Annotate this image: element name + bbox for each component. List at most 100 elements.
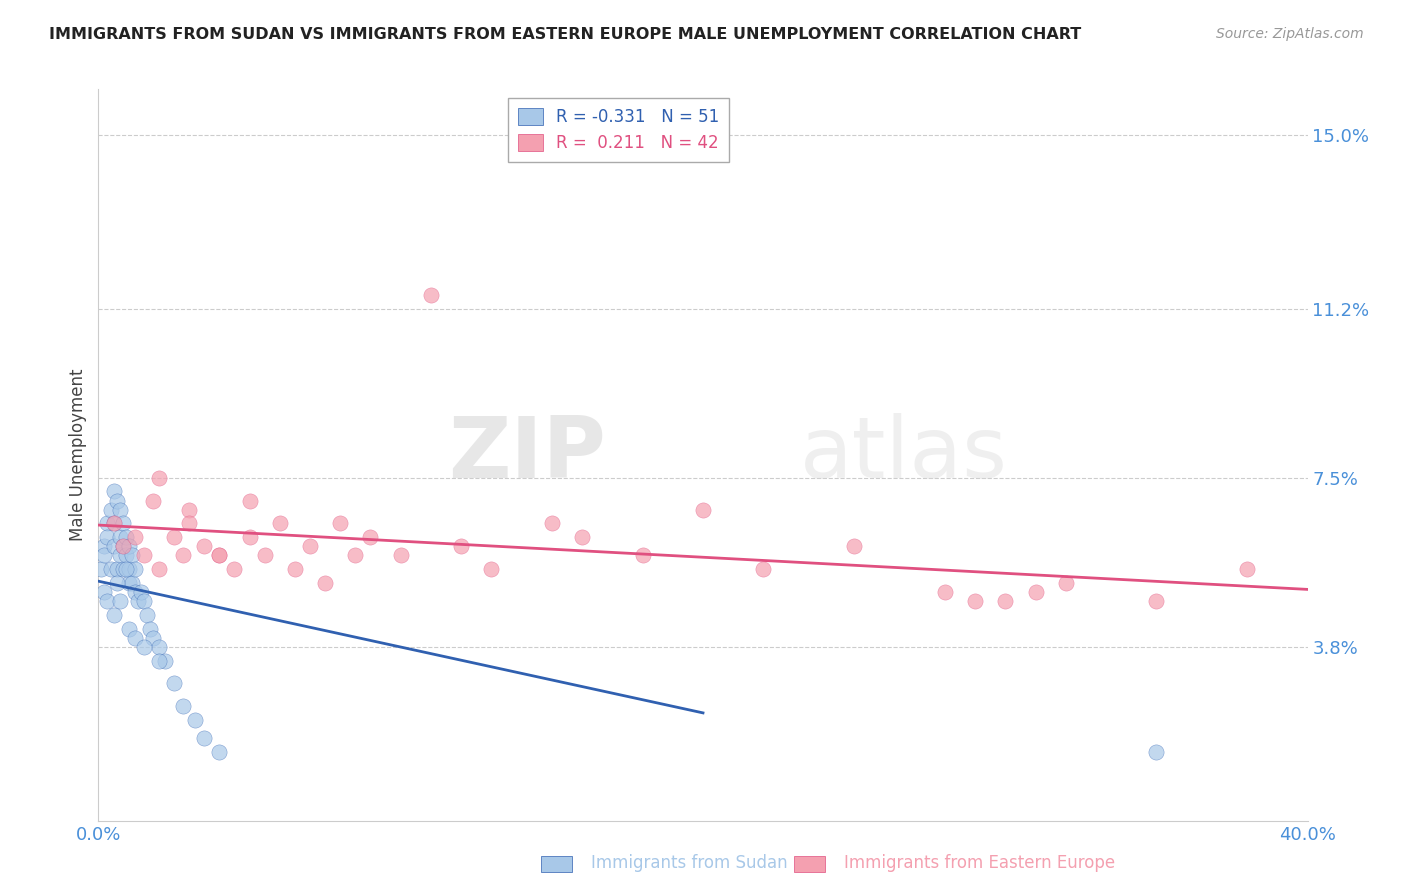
Point xyxy=(208,549,231,563)
Point xyxy=(284,562,307,576)
Point xyxy=(132,549,155,563)
Point xyxy=(994,594,1017,608)
Point xyxy=(111,539,134,553)
Point xyxy=(124,585,146,599)
Point xyxy=(1144,745,1167,759)
Point xyxy=(127,594,149,608)
Point xyxy=(224,562,246,576)
Point xyxy=(103,516,125,531)
Point xyxy=(148,471,170,485)
Point xyxy=(105,576,128,591)
Point xyxy=(118,622,141,636)
Point xyxy=(239,530,262,544)
Point xyxy=(111,516,134,531)
Point xyxy=(108,503,131,517)
Point xyxy=(1054,576,1077,591)
Point xyxy=(142,493,165,508)
Point xyxy=(103,516,125,531)
Point xyxy=(299,539,322,553)
Point xyxy=(179,516,201,531)
Point xyxy=(105,493,128,508)
Point xyxy=(139,622,162,636)
Point xyxy=(135,607,157,622)
Point xyxy=(103,607,125,622)
Point xyxy=(114,530,136,544)
Text: Immigrants from Sudan: Immigrants from Sudan xyxy=(591,855,787,872)
Point xyxy=(571,530,593,544)
Point xyxy=(360,530,382,544)
Point xyxy=(193,731,215,746)
Text: Immigrants from Eastern Europe: Immigrants from Eastern Europe xyxy=(844,855,1115,872)
Point xyxy=(208,549,231,563)
Point xyxy=(118,576,141,591)
Point xyxy=(132,640,155,654)
Point xyxy=(124,631,146,645)
Point xyxy=(179,503,201,517)
Point xyxy=(111,539,134,553)
Point xyxy=(329,516,352,531)
Point xyxy=(90,562,112,576)
Point xyxy=(96,516,118,531)
Point xyxy=(124,530,146,544)
Point xyxy=(420,288,443,302)
Point xyxy=(96,530,118,544)
Point xyxy=(450,539,472,553)
Point xyxy=(118,539,141,553)
Point xyxy=(111,562,134,576)
Text: IMMIGRANTS FROM SUDAN VS IMMIGRANTS FROM EASTERN EUROPE MALE UNEMPLOYMENT CORREL: IMMIGRANTS FROM SUDAN VS IMMIGRANTS FROM… xyxy=(49,27,1081,42)
Point xyxy=(1236,562,1258,576)
Point xyxy=(172,699,194,714)
Point xyxy=(184,713,207,727)
Point xyxy=(481,562,503,576)
Point xyxy=(1144,594,1167,608)
Point xyxy=(540,516,562,531)
Point xyxy=(121,549,143,563)
Point xyxy=(108,549,131,563)
Point xyxy=(631,549,654,563)
Point xyxy=(844,539,866,553)
Point xyxy=(692,503,714,517)
Point xyxy=(100,503,122,517)
Point xyxy=(153,654,176,668)
Point xyxy=(239,493,262,508)
Point xyxy=(314,576,336,591)
Text: ZIP: ZIP xyxy=(449,413,606,497)
Point xyxy=(118,562,141,576)
Point xyxy=(105,562,128,576)
Point xyxy=(108,530,131,544)
Point xyxy=(172,549,194,563)
Legend: R = -0.331   N = 51, R =  0.211   N = 42: R = -0.331 N = 51, R = 0.211 N = 42 xyxy=(508,97,730,162)
Point xyxy=(269,516,291,531)
Point xyxy=(148,654,170,668)
Point xyxy=(129,585,152,599)
Point xyxy=(163,676,186,690)
Text: atlas: atlas xyxy=(800,413,1008,497)
Point xyxy=(253,549,276,563)
Point xyxy=(114,549,136,563)
Point xyxy=(114,562,136,576)
Point xyxy=(148,640,170,654)
Point xyxy=(142,631,165,645)
Point xyxy=(1024,585,1046,599)
Point xyxy=(108,594,131,608)
Point xyxy=(103,484,125,499)
Point xyxy=(93,549,115,563)
Point xyxy=(93,539,115,553)
Point xyxy=(208,745,231,759)
Point xyxy=(121,576,143,591)
Point xyxy=(965,594,987,608)
Point xyxy=(100,562,122,576)
Point xyxy=(93,585,115,599)
Point xyxy=(389,549,412,563)
Y-axis label: Male Unemployment: Male Unemployment xyxy=(69,368,87,541)
Point xyxy=(193,539,215,553)
Point xyxy=(103,539,125,553)
Point xyxy=(124,562,146,576)
Point xyxy=(163,530,186,544)
Point xyxy=(148,562,170,576)
Text: Source: ZipAtlas.com: Source: ZipAtlas.com xyxy=(1216,27,1364,41)
Point xyxy=(132,594,155,608)
Point xyxy=(344,549,367,563)
Point xyxy=(752,562,775,576)
Point xyxy=(934,585,956,599)
